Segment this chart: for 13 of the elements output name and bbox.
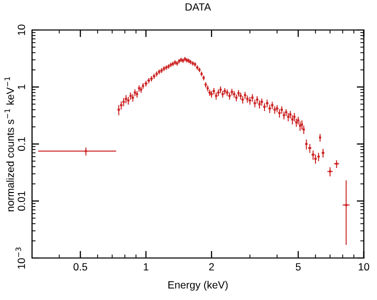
y-tick-label: 1 [18,84,26,90]
x-tick-label: 0.5 [74,263,88,271]
x-axis-title: Energy (keV) [168,280,228,291]
x-tick-label: 1 [144,263,148,270]
x-tick-label: 5 [296,263,301,271]
y-tick-label: 0.1 [18,137,26,151]
y-axis-title: normalized counts s$^{−1}$ keV$^{−1}$ [4,77,14,212]
x-tick-label: 2 [209,263,214,270]
chart-title: DATA [186,3,212,11]
x-tick-label: 10 [358,263,370,271]
y-tick-label: 10$^{−3}$ [16,248,26,269]
y-tick-label: 10 [18,24,26,35]
y-tick-label: 0.01 [18,191,26,211]
